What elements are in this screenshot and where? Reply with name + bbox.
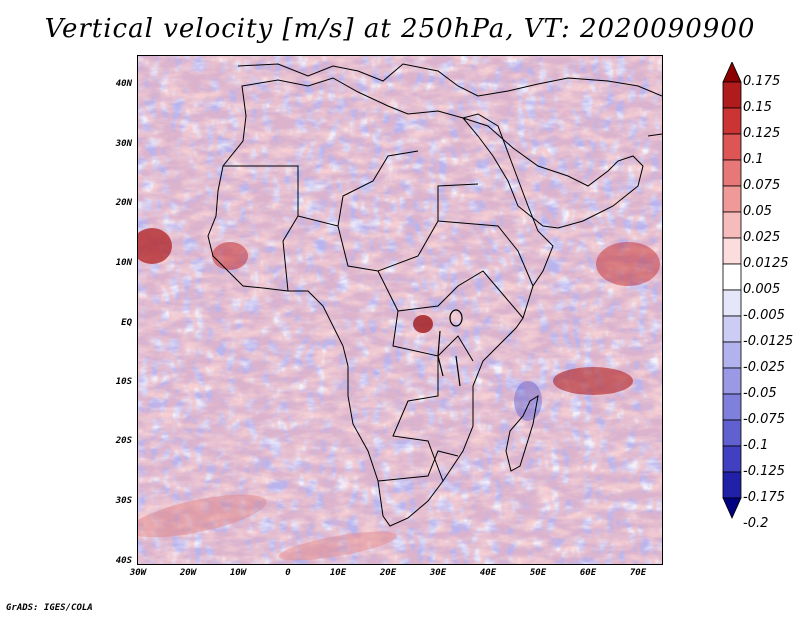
- colorbar-tick-label: 0.1: [743, 152, 764, 167]
- map-panel[interactable]: [137, 55, 663, 565]
- updraft-central-africa: [413, 315, 433, 333]
- colorbar-segment: [722, 393, 742, 421]
- lon-label-30w: 30W: [129, 568, 147, 578]
- updraft-west-africa: [212, 242, 248, 270]
- colorbar-tick-label: -0.175: [743, 490, 785, 505]
- updraft-south-atlantic: [138, 494, 267, 538]
- colorbar-tick-label: -0.075: [743, 412, 785, 427]
- coastlines: [207, 63, 662, 527]
- lon-label-10e: 10E: [329, 568, 347, 578]
- lon-label-50e: 50E: [529, 568, 547, 578]
- lon-label-70e: 70E: [629, 568, 647, 578]
- lat-label-30s: 30S: [115, 496, 132, 506]
- lat-label-20s: 20S: [115, 436, 132, 446]
- colorbar-segment: [722, 211, 742, 239]
- colorbar-tick-label: 0.15: [743, 100, 772, 115]
- colorbar-segment: [722, 107, 742, 135]
- lakes: [437, 309, 463, 387]
- updraft-west-atlantic: [138, 228, 172, 264]
- lat-label-40s: 40S: [115, 556, 132, 566]
- colorbar-tick-label: 0.025: [743, 230, 781, 245]
- colorbar-segment: [722, 133, 742, 161]
- colorbar-tick-label: -0.1: [743, 438, 769, 453]
- field-texture-red: [138, 56, 662, 564]
- colorbar-segment: [722, 289, 742, 317]
- colorbar-tick-label: 0.175: [743, 74, 781, 89]
- chart-title: Vertical velocity [m/s] at 250hPa, VT: 2…: [44, 14, 756, 44]
- downdraft-madagascar-west: [514, 381, 542, 421]
- colorbar-segment: [722, 445, 742, 473]
- colorbar-tick-label: 0.125: [743, 126, 781, 141]
- colorbar-segment: [722, 341, 742, 369]
- colorbar-bottom-arrow: [722, 497, 742, 519]
- lon-label-60e: 60E: [579, 568, 597, 578]
- lat-label-10s: 10S: [115, 377, 132, 387]
- lon-label-10w: 10W: [229, 568, 247, 578]
- colorbar-tick-label: -0.005: [743, 308, 785, 323]
- lon-label-30e: 30E: [429, 568, 447, 578]
- colorbar-segment: [722, 315, 742, 343]
- lat-label-40n: 40N: [115, 79, 132, 89]
- colorbar: [722, 62, 742, 519]
- colorbar-tick-label: -0.05: [743, 386, 777, 401]
- lon-label-20w: 20W: [179, 568, 197, 578]
- colorbar-tick-label: 0.075: [743, 178, 781, 193]
- colorbar-tick-label: -0.025: [743, 360, 785, 375]
- colorbar-segment: [722, 419, 742, 447]
- updraft-arabian-sea: [596, 242, 660, 286]
- colorbar-tick-label: 0.0125: [743, 256, 789, 271]
- colorbar-tick-label: -0.2: [743, 516, 769, 531]
- colorbar-segment: [722, 367, 742, 395]
- footer-credit: GrADS: IGES/COLA: [6, 603, 93, 613]
- colorbar-tick-label: -0.125: [743, 464, 785, 479]
- velocity-field-map: [138, 56, 662, 564]
- colorbar-top-arrow: [722, 62, 742, 83]
- colorbar-tick-label: 0.05: [743, 204, 772, 219]
- lat-label-30n: 30N: [115, 139, 132, 149]
- colorbar-tick-label: 0.005: [743, 282, 781, 297]
- lon-label-40e: 40E: [479, 568, 497, 578]
- updraft-indian-ocean: [553, 367, 633, 395]
- lat-label-20n: 20N: [115, 198, 132, 208]
- updraft-southern-band: [278, 531, 398, 561]
- colorbar-segment: [722, 185, 742, 213]
- lon-label-20e: 20E: [379, 568, 397, 578]
- lon-label-0: 0: [285, 568, 291, 578]
- colorbar-segment: [722, 159, 742, 187]
- colorbar-segment: [722, 263, 742, 291]
- colorbar-segment: [722, 471, 742, 499]
- colorbar-segment: [722, 81, 742, 109]
- colorbar-tick-label: -0.0125: [743, 334, 794, 349]
- lat-label-10n: 10N: [115, 258, 132, 268]
- colorbar-segment: [722, 237, 742, 265]
- lat-label-eq: EQ: [121, 318, 132, 328]
